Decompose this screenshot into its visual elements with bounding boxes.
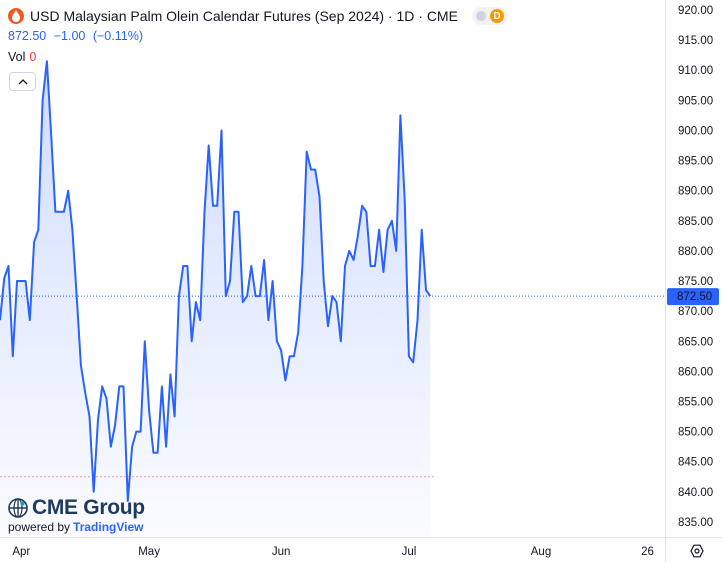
y-tick-label: 860.00	[678, 366, 713, 378]
y-tick-label: 890.00	[678, 186, 713, 198]
collapse-legend-button[interactable]	[9, 72, 36, 91]
delayed-data-badge[interactable]: D	[489, 9, 504, 23]
y-tick-label: 905.00	[678, 95, 713, 107]
y-tick-label: 845.00	[678, 457, 713, 469]
y-tick-label: 865.00	[678, 336, 713, 348]
symbol-title: USD Malaysian Palm Olein Calendar Future…	[30, 8, 458, 24]
cme-globe-icon	[8, 498, 28, 518]
x-tick-label: Jul	[402, 546, 417, 558]
volume-legend[interactable]: Vol 0	[8, 50, 36, 64]
y-tick-label: 915.00	[678, 35, 713, 47]
legend-price-row: 872.50 −1.00 (−0.11%)	[8, 29, 147, 43]
volume-value: 0	[29, 50, 37, 64]
y-tick-label: 850.00	[678, 427, 713, 439]
price-change: −1.00	[53, 29, 86, 43]
settings-gear-icon	[690, 544, 704, 558]
market-closed-dot-icon	[475, 11, 486, 21]
last-price-axis-label: 872.50	[667, 288, 719, 306]
y-tick-label: 855.00	[678, 396, 713, 408]
y-tick-label: 895.00	[678, 156, 713, 168]
y-tick-label: 920.00	[678, 5, 713, 17]
y-tick-label: 875.00	[678, 276, 713, 288]
y-tick-label: 870.00	[678, 306, 713, 318]
price-axis[interactable]: 835.00 840.00 845.00 850.00 855.00 860.00 865.…	[678, 5, 713, 529]
palm-oil-drop-icon	[8, 8, 24, 24]
legend-title-row[interactable]: USD Malaysian Palm Olein Calendar Future…	[8, 6, 508, 26]
last-price: 872.50	[8, 29, 47, 43]
powered-by-label: powered by	[8, 520, 71, 534]
cme-group-text: CME Group	[32, 496, 145, 519]
time-axis[interactable]: Apr May Jun Jul Aug 26	[12, 546, 654, 558]
y-tick-label: 840.00	[678, 487, 713, 499]
volume-label: Vol	[8, 50, 26, 64]
price-area-fill	[0, 61, 431, 537]
x-tick-label: 26	[641, 546, 654, 558]
y-tick-label: 910.00	[678, 65, 713, 77]
y-tick-label: 885.00	[678, 216, 713, 228]
cme-group-logo: CME Group	[8, 496, 145, 520]
y-tick-label: 835.00	[678, 517, 713, 529]
price-series-line[interactable]	[0, 60, 432, 502]
tradingview-link[interactable]: TradingView	[73, 520, 144, 534]
y-tick-label: 880.00	[678, 246, 713, 258]
chevron-up-icon	[18, 78, 27, 84]
last-price-axis-text: 872.50	[677, 291, 712, 303]
market-status-pill[interactable]: D	[471, 7, 508, 25]
powered-by-tradingview[interactable]: powered by TradingView	[8, 520, 144, 534]
x-tick-label: Aug	[531, 546, 551, 558]
x-tick-label: Jun	[272, 546, 291, 558]
x-tick-label: May	[138, 546, 160, 558]
chart-settings-button[interactable]	[686, 542, 708, 560]
price-change-percent: (−0.11%)	[92, 29, 143, 43]
y-tick-label: 900.00	[678, 125, 713, 137]
x-tick-label: Apr	[12, 546, 30, 558]
